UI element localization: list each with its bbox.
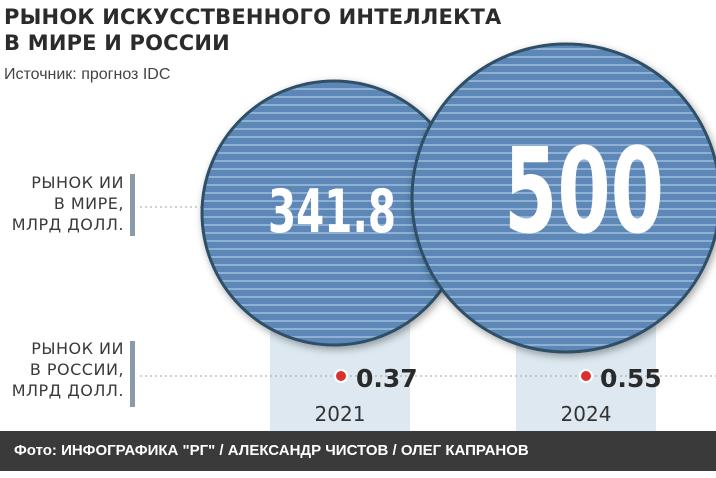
russia-value-2021: 0.37	[356, 364, 418, 393]
photo-credit-caption: Фото: ИНФОГРАФИКА "РГ" / АЛЕКСАНДР ЧИСТО…	[0, 431, 716, 471]
series-label-world-line-1: РЫНОК ИИ	[31, 173, 124, 192]
series-label-world-line-3: МЛРД ДОЛЛ.	[11, 215, 124, 234]
title-line-2: В МИРЕ И РОССИИ	[4, 31, 230, 55]
series-label-russia: РЫНОК ИИ В РОССИИ, МЛРД ДОЛЛ.	[12, 338, 124, 401]
series-marker-bar-world	[130, 174, 135, 236]
bubble-value-2024: 500	[504, 122, 664, 260]
dot-russia-2024	[579, 369, 593, 383]
dot-russia-2021	[334, 369, 348, 383]
chart-title: РЫНОК ИСКУССТВЕННОГО ИНТЕЛЛЕКТА В МИРЕ И…	[4, 4, 501, 56]
series-marker-bar-russia	[130, 341, 135, 407]
series-label-world-line-2: В МИРЕ,	[53, 194, 124, 213]
series-label-russia-line-1: РЫНОК ИИ	[31, 339, 124, 358]
bubble-world-2024	[410, 42, 716, 354]
bubble-value-2021: 341.8	[268, 177, 396, 247]
chart-source: Источник: прогноз IDC	[4, 66, 171, 83]
series-label-russia-line-3: МЛРД ДОЛЛ.	[11, 381, 124, 400]
year-label-2024: 2024	[560, 402, 612, 426]
title-line-1: РЫНОК ИСКУССТВЕННОГО ИНТЕЛЛЕКТА	[4, 5, 502, 29]
russia-value-2024: 0.55	[600, 364, 662, 393]
year-label-2021: 2021	[314, 402, 366, 426]
series-label-world: РЫНОК ИИ В МИРЕ, МЛРД ДОЛЛ.	[12, 172, 124, 235]
series-label-russia-line-2: В РОССИИ,	[29, 360, 124, 379]
